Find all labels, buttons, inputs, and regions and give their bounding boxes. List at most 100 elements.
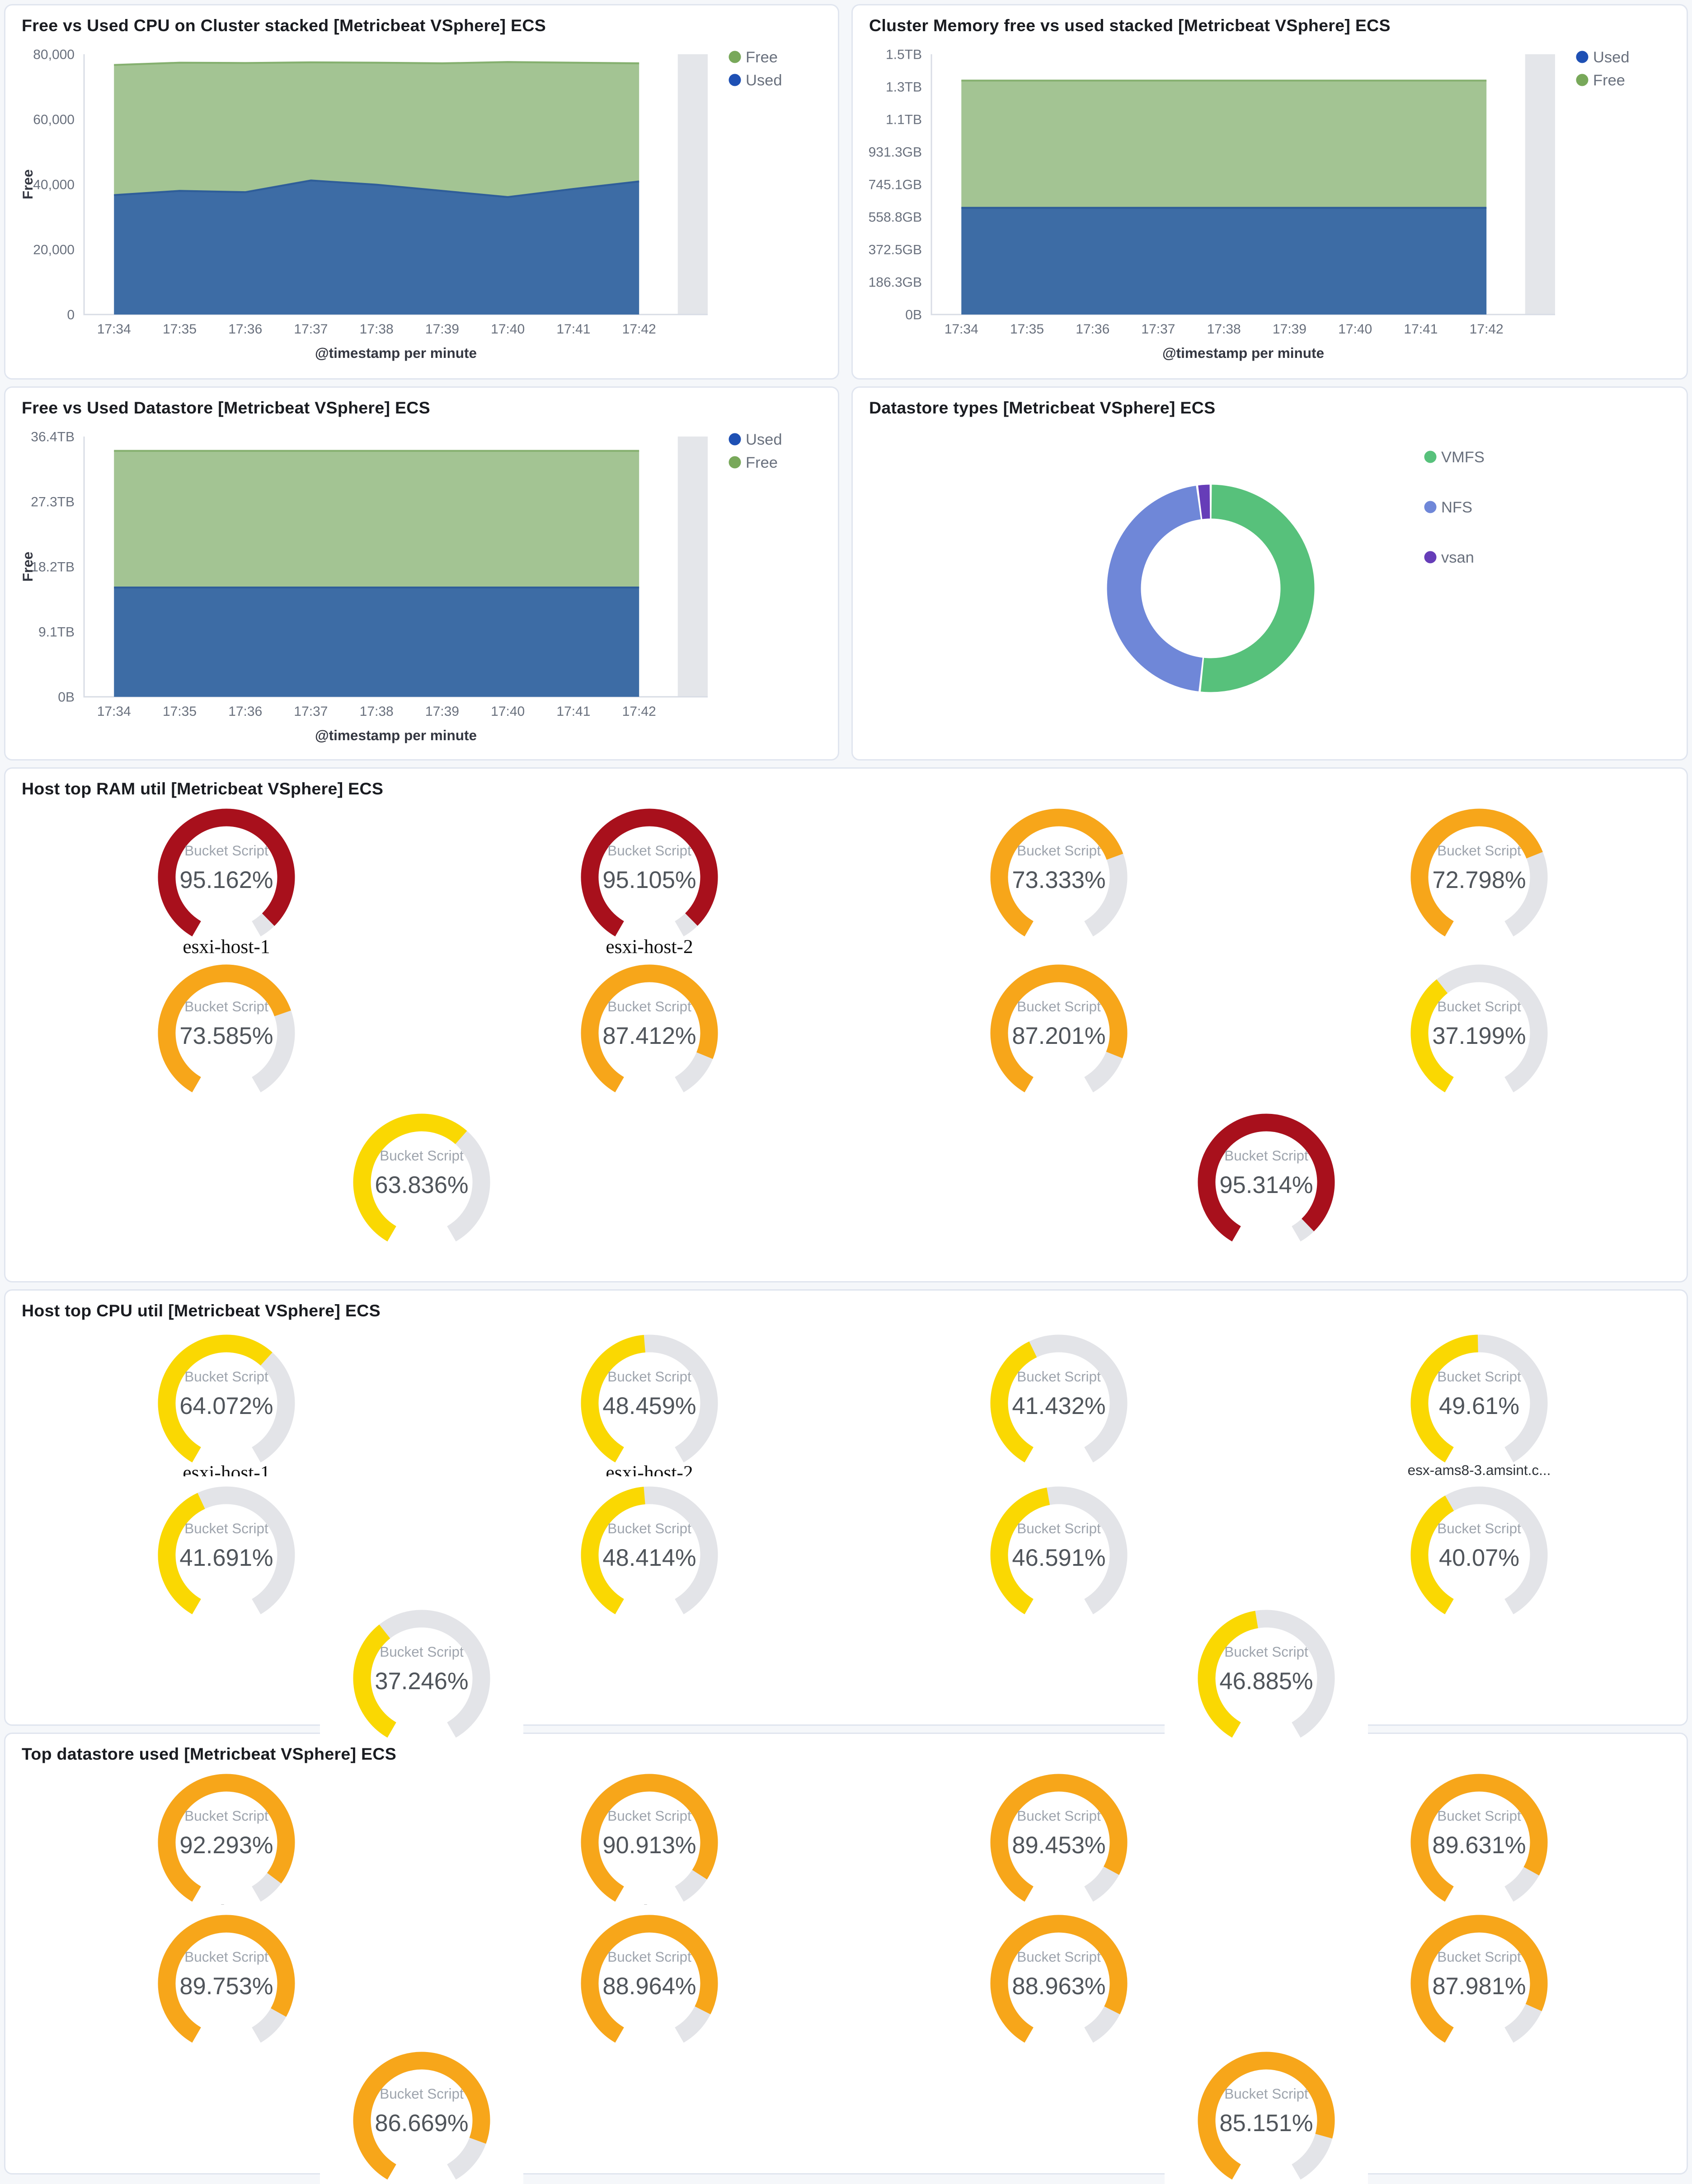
gauge-metric-label: Bucket Script (607, 1949, 691, 1965)
x-tick-label: 17:35 (163, 704, 197, 719)
legend-item[interactable]: Used (728, 431, 782, 448)
gauge-ds_gauges-6: Bucket Script 88.963% (957, 1905, 1161, 2081)
gauge-ds_gauges-8: Bucket Script 86.669% (320, 2042, 523, 2184)
y-tick-label: 40,000 (33, 178, 75, 193)
gauge-value: 37.246% (375, 1668, 468, 1695)
legend-item[interactable]: Used (728, 72, 782, 89)
gauge-arc: Bucket Script 41.432% (990, 1334, 1128, 1463)
legend-item[interactable]: NFS (1424, 499, 1473, 516)
legend-dot (728, 456, 741, 469)
gauge-value: 48.414% (602, 1545, 696, 1571)
legend-label: vsan (1441, 549, 1474, 566)
legend-dot (1576, 51, 1589, 63)
y-tick-label: 27.3TB (31, 495, 75, 510)
donut-segment-nfs[interactable] (1107, 485, 1203, 691)
donut-segment-vmfs[interactable] (1200, 484, 1315, 692)
y-tick-label: 9.1TB (38, 625, 75, 640)
gauge-ram_gauges-4: Bucket Script 73.585% (125, 954, 328, 1131)
y-tick-label: 372.5GB (869, 243, 922, 258)
legend-item[interactable]: Free (728, 49, 778, 66)
panel-title: Host top CPU util [Metricbeat VSphere] E… (22, 1301, 381, 1320)
gauge-ram_gauges-1: Bucket Script 95.105% esxi-host-2 (548, 798, 751, 975)
memory-stacked-area-chart[interactable]: 0B 186.3GB 372.5GB 558.8GB 745.1GB 931.3GB 1.1… (861, 41, 1680, 374)
gauge-cpu_gauges-3: Bucket Script 49.61% esx-ams8-3.amsint.c..… (1377, 1324, 1581, 1501)
used-edge (114, 179, 639, 198)
gauge-ds_gauges-9: Bucket Script 85.151% (1165, 2042, 1368, 2184)
gauge-metric-label: Bucket Script (1017, 1808, 1101, 1824)
gauge-arc: Bucket Script 87.201% (990, 964, 1128, 1093)
gauge-value: 87.201% (1012, 1023, 1105, 1049)
gauge-value: 72.798% (1432, 867, 1526, 893)
x-tick-label: 17:41 (556, 704, 590, 719)
y-tick-label: 186.3GB (869, 275, 922, 290)
legend-label: Used (1593, 49, 1630, 66)
gauge-value: 86.669% (375, 2110, 468, 2137)
panel-memory-area-chart: Cluster Memory free vs used stacked [Met… (851, 4, 1688, 380)
endzone-band (677, 54, 708, 315)
gauge-cpu_gauges-8: Bucket Script 37.246% (320, 1600, 523, 1746)
free-area (961, 80, 1487, 208)
legend-item[interactable]: Free (728, 454, 778, 471)
gauge-metric-label: Bucket Script (380, 1147, 464, 1164)
gauge-value: 48.459% (602, 1393, 696, 1419)
legend-dot (1424, 501, 1437, 513)
gauge-value: 87.412% (602, 1023, 696, 1049)
x-tick-label: 17:42 (622, 704, 656, 719)
gauge-value: 41.432% (1012, 1393, 1105, 1419)
x-tick-label: 17:37 (294, 704, 328, 719)
legend-dot (728, 51, 741, 63)
gauge-metric-label: Bucket Script (184, 842, 268, 859)
gauge-ram_gauges-8: Bucket Script 63.836% (320, 1104, 523, 1280)
legend-item[interactable]: vsan (1424, 549, 1474, 566)
panel-title: Free vs Used CPU on Cluster stacked [Met… (22, 16, 546, 35)
x-tick-label: 17:39 (425, 704, 459, 719)
legend-label: NFS (1441, 499, 1472, 516)
gauge-value: 89.753% (179, 1973, 273, 2000)
gauge-metric-label: Bucket Script (380, 1644, 464, 1660)
x-tick-label: 17:41 (556, 322, 590, 337)
gauge-metric-label: Bucket Script (184, 1808, 268, 1824)
y-tick-label: 745.1GB (869, 178, 922, 193)
legend-item[interactable]: VMFS (1424, 449, 1485, 466)
gauge-arc: Bucket Script 95.162% (158, 808, 295, 937)
ram-gauge-grid: Bucket Script 95.162% esxi-host-1 Bucket Sc… (5, 769, 1687, 1281)
gauge-arc: Bucket Script 46.885% (1198, 1610, 1335, 1738)
gauge-metric-label: Bucket Script (1017, 998, 1101, 1015)
gauge-metric-label: Bucket Script (1017, 1520, 1101, 1536)
gauge-arc: Bucket Script 86.669% (353, 2052, 490, 2180)
gauge-value: 92.293% (179, 1832, 273, 1859)
gauge-arc: Bucket Script 89.753% (158, 1915, 295, 2043)
gauge-cpu_gauges-4: Bucket Script 41.691% (125, 1476, 328, 1653)
y-tick-label: 36.4TB (31, 430, 75, 445)
panel-host-top-cpu-util: Host top CPU util [Metricbeat VSphere] E… (4, 1289, 1688, 1746)
gauge-value: 49.61% (1439, 1393, 1519, 1419)
gauge-value: 95.162% (179, 867, 273, 893)
gauge-metric-label: Bucket Script (380, 2085, 464, 2102)
legend-item[interactable]: Used (1576, 49, 1630, 66)
legend-item[interactable]: Free (1576, 72, 1625, 89)
gauge-metric-label: Bucket Script (607, 998, 691, 1015)
gauge-value: 89.631% (1432, 1832, 1526, 1859)
gauge-ram_gauges-5: Bucket Script 87.412% (548, 954, 751, 1131)
panel-title: Free vs Used Datastore [Metricbeat VSphe… (22, 399, 431, 418)
gauge-value: 40.07% (1439, 1545, 1519, 1571)
legend-label: Free (746, 49, 778, 66)
x-tick-label: 17:34 (97, 704, 131, 719)
datastore-stacked-area-chart[interactable]: 0B 9.1TB 18.2TB 27.3TB 36.4TB 17:34 17:35 17:36… (14, 423, 832, 756)
x-axis-title: @timestamp per minute (1162, 345, 1324, 361)
gauge-metric-label: Bucket Script (1437, 1368, 1521, 1385)
gauge-arc: Bucket Script 40.07% (1410, 1486, 1548, 1615)
gauge-arc: Bucket Script 48.459% (581, 1334, 718, 1463)
cpu-stacked-area-chart[interactable]: 0 20,000 40,000 60,000 80,000 17:34 17:35 17:36… (14, 41, 832, 374)
used-area (114, 587, 639, 697)
gauge-value: 87.981% (1432, 1973, 1526, 2000)
panel-title: Top datastore used [Metricbeat VSphere] … (22, 1745, 397, 1764)
datastore-types-donut-chart[interactable]: VMFS NFS vsan (861, 423, 1680, 756)
gauge-arc: Bucket Script 85.151% (1198, 2052, 1335, 2180)
gauge-cpu_gauges-5: Bucket Script 48.414% (548, 1476, 751, 1653)
gauge-metric-label: Bucket Script (1224, 1147, 1308, 1164)
gauge-value: 95.105% (602, 867, 696, 893)
gauge-metric-label: Bucket Script (1017, 1949, 1101, 1965)
x-tick-label: 17:39 (1273, 322, 1307, 337)
gauge-metric-label: Bucket Script (1017, 842, 1101, 859)
